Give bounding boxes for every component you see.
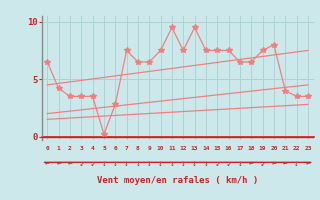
Text: ↙: ↙ (90, 159, 95, 168)
Text: ←: ← (283, 159, 288, 168)
X-axis label: Vent moyen/en rafales ( km/h ): Vent moyen/en rafales ( km/h ) (97, 176, 258, 185)
Text: ↓: ↓ (102, 159, 106, 168)
Text: ↙: ↙ (79, 159, 84, 168)
Text: ↙: ↙ (226, 159, 231, 168)
Text: ↓: ↓ (147, 159, 152, 168)
Text: ↓: ↓ (136, 159, 140, 168)
Text: ↓: ↓ (204, 159, 208, 168)
Text: ↓: ↓ (113, 159, 117, 168)
Text: ↙: ↙ (260, 159, 265, 168)
Text: ←: ← (272, 159, 276, 168)
Text: ←: ← (45, 159, 50, 168)
Text: ←: ← (249, 159, 253, 168)
Text: ←: ← (68, 159, 72, 168)
Text: ↓: ↓ (238, 159, 242, 168)
Text: ←: ← (306, 159, 310, 168)
Text: ↓: ↓ (294, 159, 299, 168)
Text: ↙: ↙ (215, 159, 220, 168)
Text: ↓: ↓ (192, 159, 197, 168)
Text: ↓: ↓ (181, 159, 186, 168)
Text: ↓: ↓ (170, 159, 174, 168)
Text: ↓: ↓ (124, 159, 129, 168)
Text: ↓: ↓ (158, 159, 163, 168)
Text: ←: ← (56, 159, 61, 168)
